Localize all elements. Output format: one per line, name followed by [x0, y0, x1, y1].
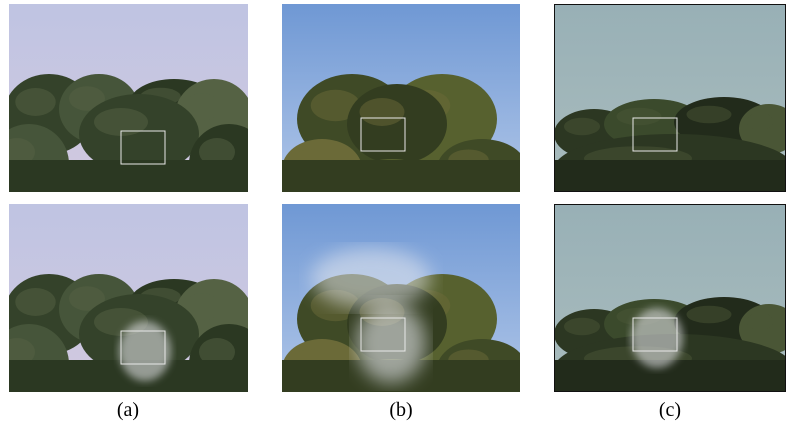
tree-highlight [184, 293, 220, 321]
detection-box [360, 317, 406, 352]
tree-highlight [686, 305, 732, 324]
tree-highlight [94, 108, 148, 136]
smoke [311, 248, 431, 308]
tree-highlight [69, 86, 105, 111]
photo [282, 204, 520, 392]
caption: (c) [659, 399, 681, 421]
tree-highlight [9, 338, 35, 366]
ground-foliage [554, 360, 786, 392]
detection-box [120, 130, 166, 165]
tree-highlight [15, 288, 56, 316]
photo [554, 4, 786, 192]
tree-highlight [15, 88, 56, 116]
tree-highlight [564, 117, 600, 136]
detection-box [632, 117, 678, 152]
tree-highlight [199, 338, 235, 366]
tree-highlight [9, 138, 35, 166]
photo [554, 204, 786, 392]
tree-highlight [359, 98, 405, 126]
caption: (b) [389, 399, 412, 421]
tree-highlight [184, 93, 220, 121]
caption: (a) [117, 399, 139, 421]
photo [282, 4, 520, 192]
tree-highlight [69, 286, 105, 311]
tree-highlight [746, 312, 774, 331]
tree-highlight [686, 105, 732, 124]
detection-box [120, 330, 166, 365]
smoke [631, 308, 683, 368]
tree-highlight [564, 317, 600, 336]
photo [9, 204, 248, 392]
tree-highlight [616, 107, 662, 126]
photo [9, 4, 248, 192]
ground-foliage [554, 160, 786, 192]
tree-highlight [746, 112, 774, 131]
ground-foliage [9, 160, 248, 192]
tree-highlight [199, 138, 235, 166]
ground-foliage [282, 160, 520, 192]
smoke [356, 303, 426, 383]
smoke [119, 321, 171, 381]
detection-box [632, 317, 678, 352]
tree-foliage [347, 84, 447, 164]
detection-box [360, 117, 406, 152]
tree-highlight [310, 89, 361, 122]
